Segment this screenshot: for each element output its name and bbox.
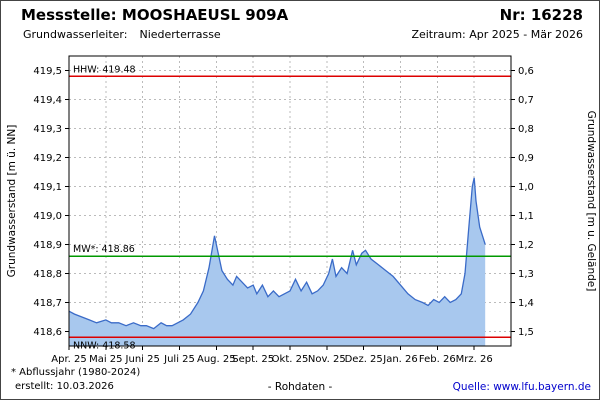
svg-text:Okt. 25: Okt. 25	[272, 354, 309, 365]
svg-text:418,6: 418,6	[33, 327, 62, 338]
svg-text:Jan. 26: Jan. 26	[382, 354, 418, 365]
svg-text:Sept. 25: Sept. 25	[232, 354, 274, 365]
series-line	[68, 177, 486, 330]
svg-text:418,9: 418,9	[33, 240, 62, 251]
header-row-2: Grundwasserleiter: Niederterrasse Zeitra…	[23, 28, 583, 41]
svg-text:HHW: 419.48: HHW: 419.48	[73, 64, 136, 75]
svg-text:0,6: 0,6	[518, 66, 534, 77]
aquifer-value: Niederterrasse	[139, 28, 221, 41]
station-number: Nr: 16228	[499, 6, 583, 24]
svg-text:Apr. 25: Apr. 25	[51, 354, 86, 365]
svg-text:Dez. 25: Dez. 25	[345, 354, 383, 365]
svg-text:419,1: 419,1	[33, 182, 62, 193]
svg-text:419,3: 419,3	[33, 124, 62, 135]
svg-text:Nov. 25: Nov. 25	[308, 354, 346, 365]
period-label: Zeitraum: Apr 2025 - Mär 2026	[411, 28, 583, 41]
svg-text:1,2: 1,2	[518, 240, 534, 251]
header-row-1: Messstelle: MOOSHAEUSL 909A Nr: 16228	[21, 6, 583, 24]
source-link[interactable]: www.lfu.bayern.de	[493, 381, 591, 393]
svg-text:419,5: 419,5	[33, 66, 62, 77]
svg-text:Mai 25: Mai 25	[89, 354, 122, 365]
svg-text:418,7: 418,7	[33, 298, 62, 309]
svg-text:0,9: 0,9	[518, 153, 534, 164]
svg-text:MW*: 418.86: MW*: 418.86	[73, 244, 135, 255]
svg-text:1,4: 1,4	[518, 298, 534, 309]
aquifer-label: Grundwasserleiter:	[23, 28, 128, 41]
svg-text:0,8: 0,8	[518, 124, 534, 135]
svg-text:Feb. 26: Feb. 26	[419, 354, 456, 365]
svg-text:Juni 25: Juni 25	[125, 354, 160, 365]
svg-text:419,2: 419,2	[33, 153, 62, 164]
svg-text:Juli 25: Juli 25	[163, 354, 195, 365]
y-axis-ticks: 419,5 0,6 419,4 0,7 419,3 0,8 419,2 0,9 419,1 1,0…	[33, 66, 534, 338]
aquifer-info: Grundwasserleiter: Niederterrasse	[23, 28, 221, 41]
svg-text:0,7: 0,7	[518, 95, 534, 106]
reference-line-mw: MW*: 418.86	[69, 244, 511, 257]
svg-text:418,8: 418,8	[33, 269, 62, 280]
y-axis-title-left: Grundwasserstand [m ü. NN]	[6, 125, 18, 278]
svg-text:419,4: 419,4	[33, 95, 62, 106]
svg-text:1,0: 1,0	[518, 182, 534, 193]
svg-text:419,0: 419,0	[33, 211, 62, 222]
rohdaten-label: - Rohdaten -	[267, 381, 333, 393]
reference-line-hhw: HHW: 419.48	[69, 64, 511, 78]
svg-text:Mrz. 26: Mrz. 26	[456, 354, 493, 365]
svg-text:Aug. 25: Aug. 25	[197, 354, 236, 365]
y-axis-title-right: Grundwasserstand [m u. Gelände]	[585, 111, 597, 292]
x-axis-ticks: Apr. 25 Mai 25 Juni 25 Juli 25 Aug. 25Sept. …	[51, 346, 493, 365]
source-line: Quelle: www.lfu.bayern.de	[453, 381, 591, 393]
svg-text:1,1: 1,1	[518, 211, 534, 222]
svg-text:1,3: 1,3	[518, 269, 534, 280]
series-area	[69, 177, 486, 346]
source-label: Quelle:	[452, 381, 490, 393]
svg-text:1,5: 1,5	[518, 327, 534, 338]
created-date: erstellt: 10.03.2026	[15, 381, 114, 392]
footnote-abflussjahr: * Abflussjahr (1980-2024)	[11, 367, 141, 378]
station-title: Messstelle: MOOSHAEUSL 909A	[21, 6, 289, 24]
